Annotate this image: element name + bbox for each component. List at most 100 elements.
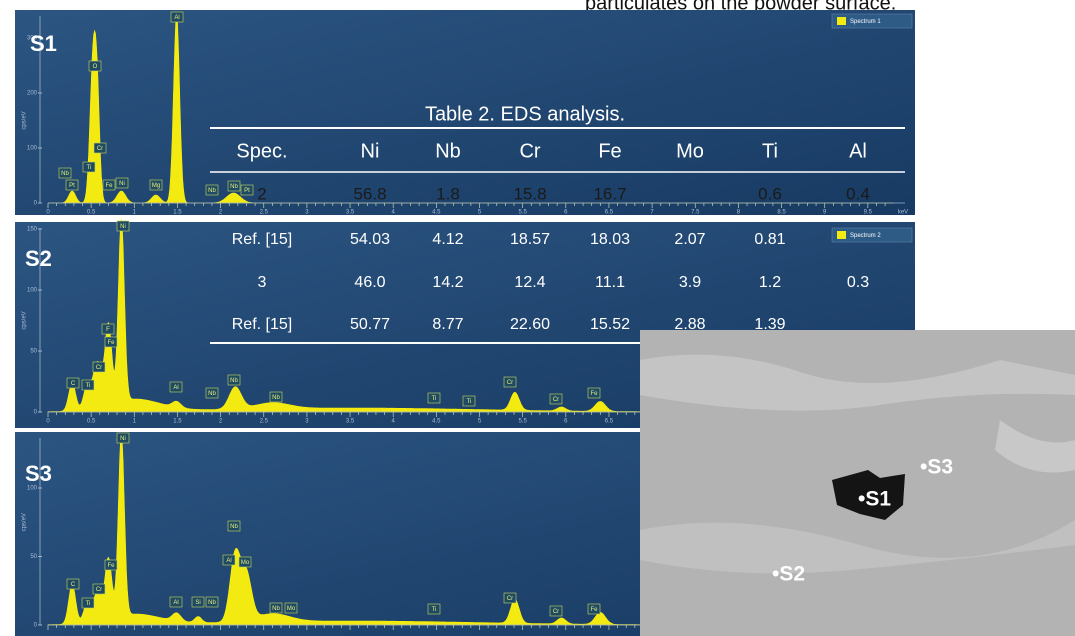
legend-swatch (837, 231, 846, 239)
x-tick-label: 5.5 (518, 210, 527, 216)
table-header: Al (849, 140, 867, 162)
panel-label: S1 (30, 31, 57, 56)
y-tick-label: 100 (27, 288, 38, 294)
figure: particulates on the powder surface. cps/… (0, 0, 1075, 636)
x-tick-label: 2.5 (260, 210, 269, 216)
table-cell: 18.57 (510, 231, 550, 248)
peak-label: Ti (86, 383, 91, 389)
x-tick-label: 4.5 (432, 419, 441, 425)
peak-label: Nb (208, 600, 216, 606)
table-cell: 0.81 (754, 231, 785, 248)
y-axis-label: cps/eV (22, 111, 28, 129)
peak-label: Nb (230, 524, 238, 530)
peak-label: Al (174, 15, 179, 21)
peak-label: Mo (241, 560, 250, 566)
x-tick-label: 3.5 (346, 210, 355, 216)
peak-label: Al (173, 385, 178, 391)
peak-label: C (71, 582, 76, 588)
table-cell: 16.7 (593, 184, 626, 203)
peak-label: Fe (590, 391, 598, 397)
peak-label: F (106, 327, 110, 333)
table-cell: 1.8 (436, 184, 460, 203)
legend-swatch (837, 17, 846, 25)
sem-image: •S1•S3•S2 (640, 330, 1075, 636)
table-cell: 54.03 (350, 231, 390, 248)
peak-label: Pt (244, 188, 250, 194)
y-tick-label: 100 (27, 486, 38, 492)
panel-label: S3 (25, 461, 52, 486)
peak-label: Fe (107, 340, 115, 346)
table-header: Nb (435, 140, 461, 162)
table-cell: 2 (257, 184, 266, 203)
x-tick-label: 9.5 (864, 210, 873, 216)
y-tick-label: 100 (27, 146, 38, 152)
x-tick-label: 8.5 (777, 210, 786, 216)
peak-label: Nb (230, 378, 238, 384)
peak-label: Ti (432, 396, 437, 402)
peak-label: Nb (230, 184, 238, 190)
sem-label: •S2 (772, 563, 805, 586)
peak-label: Al (173, 600, 178, 606)
table-cell: 15.8 (513, 184, 546, 203)
peak-label: Cr (96, 587, 102, 593)
peak-label: Fe (105, 183, 113, 189)
peak-label: Ti (432, 607, 437, 613)
table-header: Fe (598, 140, 621, 162)
legend-label: Spectrum 2 (850, 233, 881, 239)
x-tick-label: 1.5 (173, 210, 182, 216)
table-cell: 0.3 (847, 274, 869, 291)
x-tick-label: 5.5 (518, 419, 527, 425)
table-cell: 3.9 (679, 274, 701, 291)
table-cell: 14.2 (432, 274, 463, 291)
x-tick-label: 4.5 (432, 210, 441, 216)
peak-label: Si (195, 600, 200, 606)
table-cell: 56.8 (353, 184, 386, 203)
y-tick-label: 150 (27, 227, 38, 233)
table-cell: 8.77 (432, 316, 463, 333)
peak-label: Pt (69, 183, 75, 189)
peak-label: Mo (287, 606, 296, 612)
x-tick-label: 0.5 (87, 419, 96, 425)
peak-label: O (93, 64, 98, 70)
table-header: Ti (762, 140, 778, 162)
peak-label: Cr (507, 596, 513, 602)
table-title: Table 2. EDS analysis. (425, 103, 625, 125)
peak-label: Mg (152, 183, 160, 189)
peak-label: Nb (61, 171, 69, 177)
table-cell: Ref. [15] (232, 316, 292, 333)
peak-label: Al (226, 558, 231, 564)
panel-label: S2 (25, 246, 52, 271)
peak-label: Cr (507, 380, 513, 386)
x-tick-label: 7.5 (691, 210, 700, 216)
table-cell: 4.12 (432, 231, 463, 248)
peak-label: C (71, 381, 76, 387)
table-cell: 11.1 (595, 274, 625, 291)
table-cell: 2.07 (674, 231, 705, 248)
y-tick-label: 50 (30, 554, 37, 560)
peak-label: Ni (120, 224, 126, 230)
peak-label: Ti (87, 165, 92, 171)
peak-label: Ti (467, 399, 472, 405)
table-cell: 0.6 (758, 184, 782, 203)
table-header: Cr (519, 140, 540, 162)
table-header: Ni (361, 140, 380, 162)
table-cell: Ref. [15] (232, 231, 292, 248)
peak-label: Ti (86, 601, 91, 607)
table-cell: 18.03 (590, 231, 630, 248)
peak-label: Ni (119, 181, 125, 187)
x-tick-label: 3.5 (346, 419, 355, 425)
sem-label: •S3 (920, 456, 953, 479)
table-cell: 15.52 (590, 316, 630, 333)
peak-label: Nb (208, 188, 216, 194)
x-tick-label: 6.5 (605, 419, 614, 425)
table-cell: 0.4 (846, 184, 870, 203)
peak-label: Nb (272, 395, 280, 401)
table-cell: 3 (258, 274, 267, 291)
x-tick-label: 2.5 (260, 419, 269, 425)
peak-label: Nb (208, 391, 216, 397)
peak-label: Cr (97, 146, 103, 152)
peak-label: Fe (107, 563, 115, 569)
legend-label: Spectrum 1 (850, 19, 881, 25)
y-tick-label: 200 (27, 91, 38, 97)
peak-label: Cr (553, 609, 559, 615)
